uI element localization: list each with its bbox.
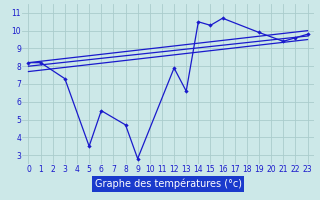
- X-axis label: Graphe des températures (°c): Graphe des températures (°c): [94, 179, 242, 189]
